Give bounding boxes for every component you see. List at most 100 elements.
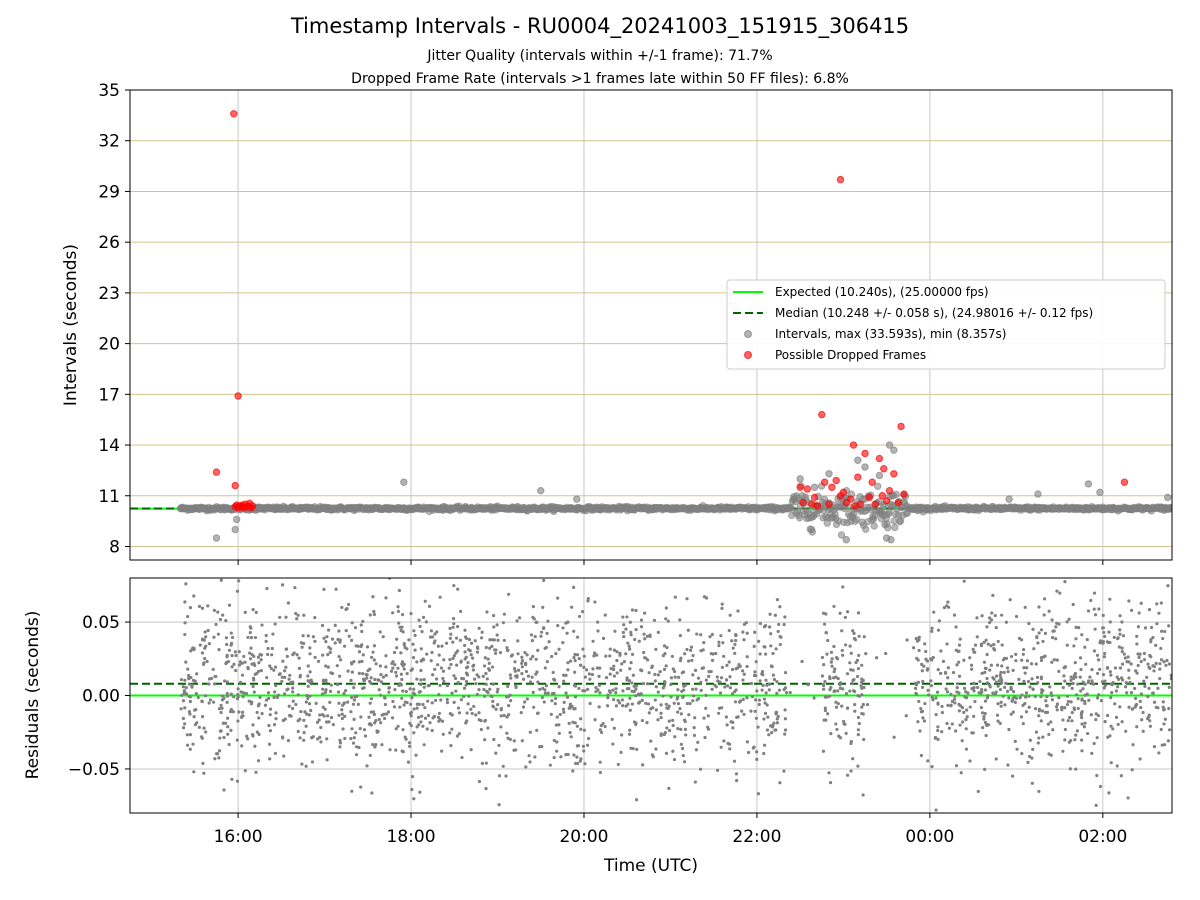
intervals-y-tick-label: 14 (98, 436, 120, 456)
residual-point (671, 718, 675, 722)
residual-point (586, 736, 591, 741)
residual-point (341, 727, 345, 731)
residual-point (346, 669, 350, 673)
residual-point (724, 715, 728, 719)
residual-point (456, 624, 460, 629)
residual-point (599, 730, 604, 735)
residual-point (388, 748, 392, 752)
residual-point (1167, 685, 1171, 689)
residual-point (367, 715, 371, 719)
residual-point (371, 742, 375, 747)
residual-point (763, 743, 767, 747)
residual-point (225, 655, 229, 659)
residual-point (486, 726, 490, 730)
residual-point (673, 675, 677, 679)
residual-point (410, 696, 414, 700)
residual-point (1152, 745, 1157, 749)
residual-point (1136, 625, 1141, 629)
residual-point (758, 621, 762, 626)
residual-point (702, 595, 707, 599)
residual-point (597, 705, 601, 709)
residual-point (483, 719, 487, 723)
residual-point (291, 652, 295, 657)
residual-point (753, 709, 757, 713)
residual-point (408, 744, 412, 748)
residual-point (731, 720, 735, 724)
residual-point (368, 613, 372, 617)
residual-point (322, 636, 326, 640)
residual-point (749, 709, 753, 713)
residual-point (340, 712, 344, 716)
residual-point (1090, 751, 1094, 756)
residual-point (415, 702, 419, 706)
residual-point (492, 737, 496, 742)
residual-point (1163, 717, 1167, 721)
residual-point (737, 663, 741, 667)
residual-point (379, 721, 383, 725)
residual-point (357, 671, 361, 675)
residual-point (226, 725, 230, 729)
residual-point (1103, 683, 1108, 687)
residual-point (488, 687, 492, 691)
residual-point (1021, 722, 1025, 726)
residual-point (634, 608, 638, 613)
residual-point (921, 716, 925, 720)
residual-point (327, 720, 331, 724)
residual-point (637, 701, 641, 705)
residual-point (980, 690, 984, 694)
residual-point (1065, 702, 1069, 707)
residual-point (1025, 666, 1029, 670)
residual-point (962, 710, 966, 714)
residual-point (1148, 719, 1152, 723)
residual-point (829, 732, 833, 736)
residual-point (335, 664, 339, 668)
residual-point (336, 690, 341, 694)
residual-point (1054, 637, 1058, 641)
residual-point (526, 674, 531, 678)
residual-point (547, 640, 551, 644)
intervals-y-tick-label: 17 (98, 385, 120, 405)
residual-point (1052, 629, 1056, 633)
residual-point (230, 653, 234, 658)
residual-point (561, 707, 566, 711)
residual-point (988, 621, 992, 625)
chart-subtitle-dropped: Dropped Frame Rate (intervals >1 frames … (351, 71, 849, 87)
residual-point (187, 682, 192, 686)
residual-point (742, 622, 747, 626)
residual-point (678, 659, 682, 663)
interval-point (861, 525, 870, 533)
residual-point (1155, 602, 1159, 606)
residual-point (396, 605, 400, 609)
residual-point (344, 629, 348, 633)
residual-point (218, 617, 223, 622)
residual-point (1135, 671, 1139, 675)
residual-point (628, 667, 632, 671)
residual-point (999, 704, 1003, 708)
residual-point (1020, 693, 1024, 697)
residual-point (1069, 739, 1073, 743)
residual-point (249, 626, 253, 630)
residuals-y-tick-label: −0.05 (68, 760, 120, 780)
residual-point (777, 688, 782, 692)
residual-point (263, 703, 268, 707)
residual-point (192, 647, 196, 652)
residual-point (598, 691, 602, 695)
dropped-frame-points (212, 110, 1129, 512)
residual-point (684, 733, 688, 737)
residual-point (940, 704, 944, 709)
legend-median-label: Median (10.248 +/- 0.058 s), (24.98016 +… (775, 306, 1093, 320)
residual-point (624, 627, 628, 631)
residual-point (620, 733, 624, 737)
residual-point (212, 608, 217, 612)
chart-title: Timestamp Intervals - RU0004_20241003_15… (290, 14, 910, 38)
residual-point (769, 632, 773, 636)
interval-point (852, 515, 861, 523)
residual-point (370, 791, 374, 795)
residual-point (994, 626, 998, 630)
residual-point (242, 654, 246, 659)
residual-point (1066, 719, 1070, 723)
residual-point (291, 706, 295, 711)
residual-point (1010, 699, 1014, 703)
residual-point (220, 694, 224, 698)
residual-point (240, 673, 245, 677)
